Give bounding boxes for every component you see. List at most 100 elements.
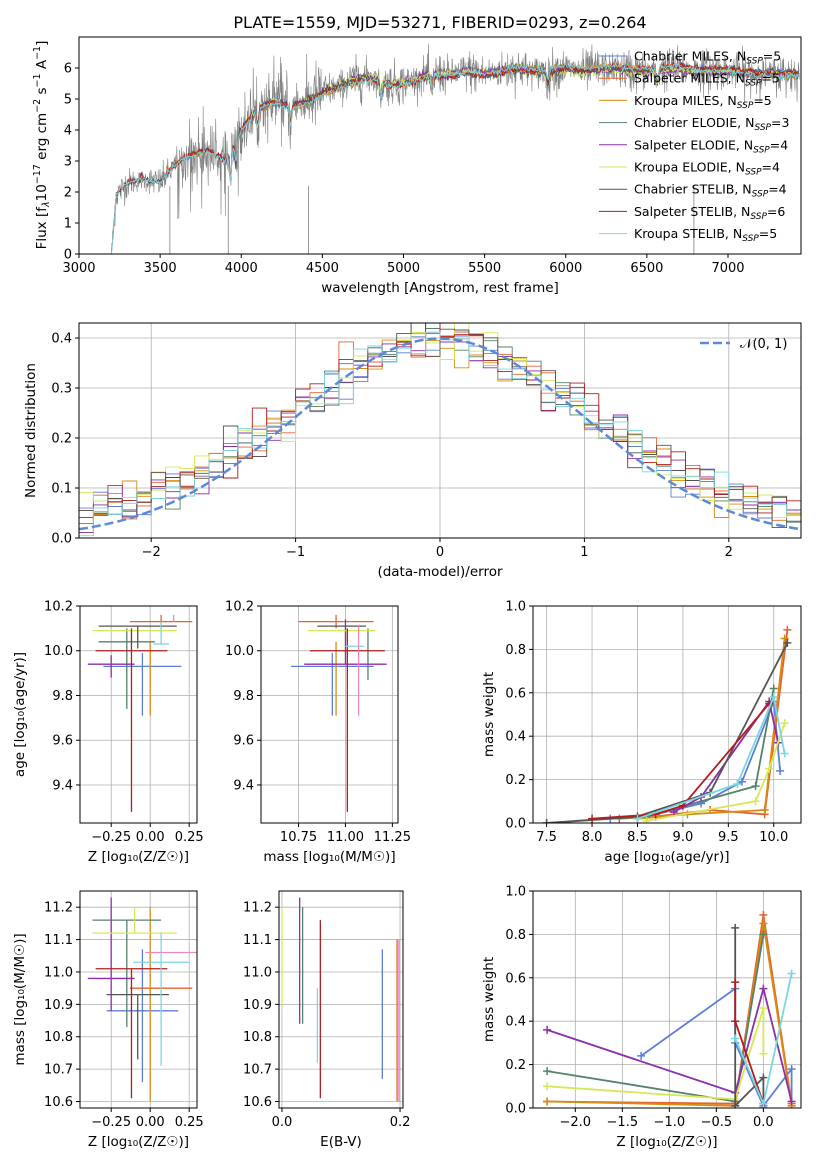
x-tick-label: 0	[436, 545, 444, 560]
x-tick-label: 9.5	[718, 830, 739, 845]
y-tick-label: 10.8	[44, 1030, 73, 1045]
legend-model-name: Chabrier ELODIE, N	[634, 115, 754, 130]
weight-marker	[759, 930, 768, 939]
x-tick-label: −1.0	[654, 1115, 686, 1130]
y-tick-label: 10.8	[243, 1030, 272, 1045]
y-axis-label-part: Flux [f	[34, 206, 50, 250]
y-axis-label-part: −1	[32, 46, 43, 60]
legend-label: Chabrier MILES, NSSP=5	[634, 49, 781, 67]
x-tick-label: 7000	[711, 261, 744, 276]
weight-line	[592, 703, 770, 820]
weight-line	[640, 986, 793, 1108]
weight-series	[543, 930, 768, 1106]
weight-line	[646, 722, 786, 822]
weight-marker	[642, 816, 651, 823]
y-tick-label: 10.9	[243, 998, 272, 1013]
x-tick-label: 11.25	[374, 830, 411, 845]
errorbar-point	[106, 993, 169, 1060]
y-tick-label: 10.7	[44, 1063, 73, 1078]
legend-label: Chabrier STELIB, NSSP=4	[634, 182, 787, 200]
axes-frame: 3000 3500 4000 4500 5000 5500 6000 6500 7000 0 1 2 3…	[62, 36, 802, 276]
y-tick-label: 0	[64, 248, 72, 263]
weight-line	[673, 699, 780, 813]
y-tick-label: 0.4	[51, 332, 72, 347]
errorbar-point	[309, 628, 385, 812]
y-axis-label-part: A	[34, 59, 50, 73]
weight-marker	[543, 1082, 552, 1091]
y-tick-label: 0.0	[505, 1102, 526, 1117]
legend-label: Salpeter ELODIE, NSSP=4	[634, 137, 788, 155]
weight-line	[546, 934, 765, 1103]
panel-spectrum: 3000 3500 4000 4500 5000 5500 6000 6500 7000 0 1 2 3…	[32, 36, 802, 296]
x-tick-label: 0.00	[136, 1115, 165, 1130]
errorbar-point	[106, 949, 179, 1083]
axes-frame: −2 −1 0 1 2 0.0 0.1 0.2 0.3 0.4	[51, 322, 802, 560]
legend-nssp: =3	[771, 115, 789, 130]
weight-marker	[780, 719, 789, 728]
axes-border	[532, 890, 802, 1109]
x-tick-label: 6000	[549, 261, 582, 276]
legend-subscript: SSP	[745, 168, 762, 178]
x-tick-label: 0.0	[753, 1115, 774, 1130]
legend-label: Chabrier ELODIE, NSSP=3	[634, 115, 789, 133]
weight-series	[731, 969, 796, 1108]
y-tick-label: 10.7	[243, 1063, 272, 1078]
plot-area	[542, 625, 792, 823]
y-tick-label: 0.0	[505, 817, 526, 832]
weight-marker	[769, 684, 778, 693]
weight-marker	[751, 782, 760, 791]
legend-model-name: Kroupa STELIB, N	[634, 226, 742, 241]
y-tick-label: 1	[64, 217, 72, 232]
weight-series	[642, 719, 789, 823]
weight-marker	[759, 1004, 768, 1013]
y-tick-label: 10.2	[225, 600, 254, 615]
x-tick-label: 8.0	[582, 830, 603, 845]
y-tick-label: 9.6	[52, 734, 73, 749]
legend-model-name: Salpeter ELODIE, N	[634, 137, 753, 152]
x-axis-label: (data-model)/error	[377, 564, 503, 580]
x-axis-label: Z [log₁₀(Z/Z☉)]	[88, 849, 189, 865]
y-axis-label: Flux [fλ10−17 erg cm−2 s−1 A−1]	[32, 41, 52, 250]
y-tick-label: 9.8	[233, 689, 254, 704]
x-tick-label: 8.5	[627, 830, 648, 845]
axes-border	[79, 890, 198, 1109]
weight-marker	[765, 764, 774, 773]
y-tick-label: 9.4	[52, 778, 73, 793]
x-tick-label: 0.25	[175, 1115, 204, 1130]
weight-marker	[733, 779, 742, 788]
model-line-kroupa-stelib	[110, 62, 800, 254]
plot-area	[110, 43, 800, 254]
histogram-step-kroupa-stelib	[79, 331, 801, 537]
errorbar-point	[291, 652, 374, 716]
weight-marker	[731, 1017, 740, 1026]
weight-marker	[543, 1097, 552, 1106]
errorbar-point	[92, 919, 162, 1028]
plot-area	[87, 897, 197, 1102]
y-axis-label: mass weight	[481, 957, 497, 1042]
legend-model-name: Kroupa ELODIE, N	[634, 160, 745, 175]
x-tick-label: 2	[725, 545, 733, 560]
legend-label: Kroupa MILES, NSSP=5	[634, 93, 772, 111]
axes-frame: −0.25 0.00 0.25 10.6 10.7 10.8 10.9 11.0 11.1 11.…	[44, 890, 204, 1130]
y-tick-label: 0.0	[51, 532, 72, 547]
legend-label: 𝒩(0, 1)	[740, 337, 787, 352]
axes-border	[79, 605, 198, 824]
errorbar-point	[133, 933, 190, 1066]
x-tick-label: −2	[142, 545, 161, 560]
y-tick-label: 10.9	[44, 998, 73, 1013]
legend-model-name: Salpeter MILES, N	[634, 71, 745, 86]
y-axis-label-part: 10	[34, 184, 50, 201]
weight-line	[547, 1007, 765, 1101]
errorbar-point	[304, 619, 387, 665]
x-tick-label: 0.25	[175, 830, 204, 845]
y-tick-label: 11.0	[44, 965, 73, 980]
weight-marker	[731, 923, 740, 932]
weight-marker	[759, 1073, 768, 1082]
weight-marker	[769, 693, 778, 702]
figure-title: PLATE=1559, MJD=53271, FIBERID=0293, z=0…	[233, 13, 646, 32]
x-tick-label: −1	[286, 545, 305, 560]
x-tick-label: −1.5	[607, 1115, 639, 1130]
y-tick-label: 10.2	[44, 600, 73, 615]
errorbar-point	[153, 621, 169, 645]
